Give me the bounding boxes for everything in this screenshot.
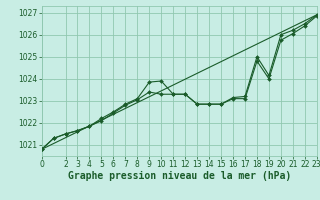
X-axis label: Graphe pression niveau de la mer (hPa): Graphe pression niveau de la mer (hPa): [68, 171, 291, 181]
